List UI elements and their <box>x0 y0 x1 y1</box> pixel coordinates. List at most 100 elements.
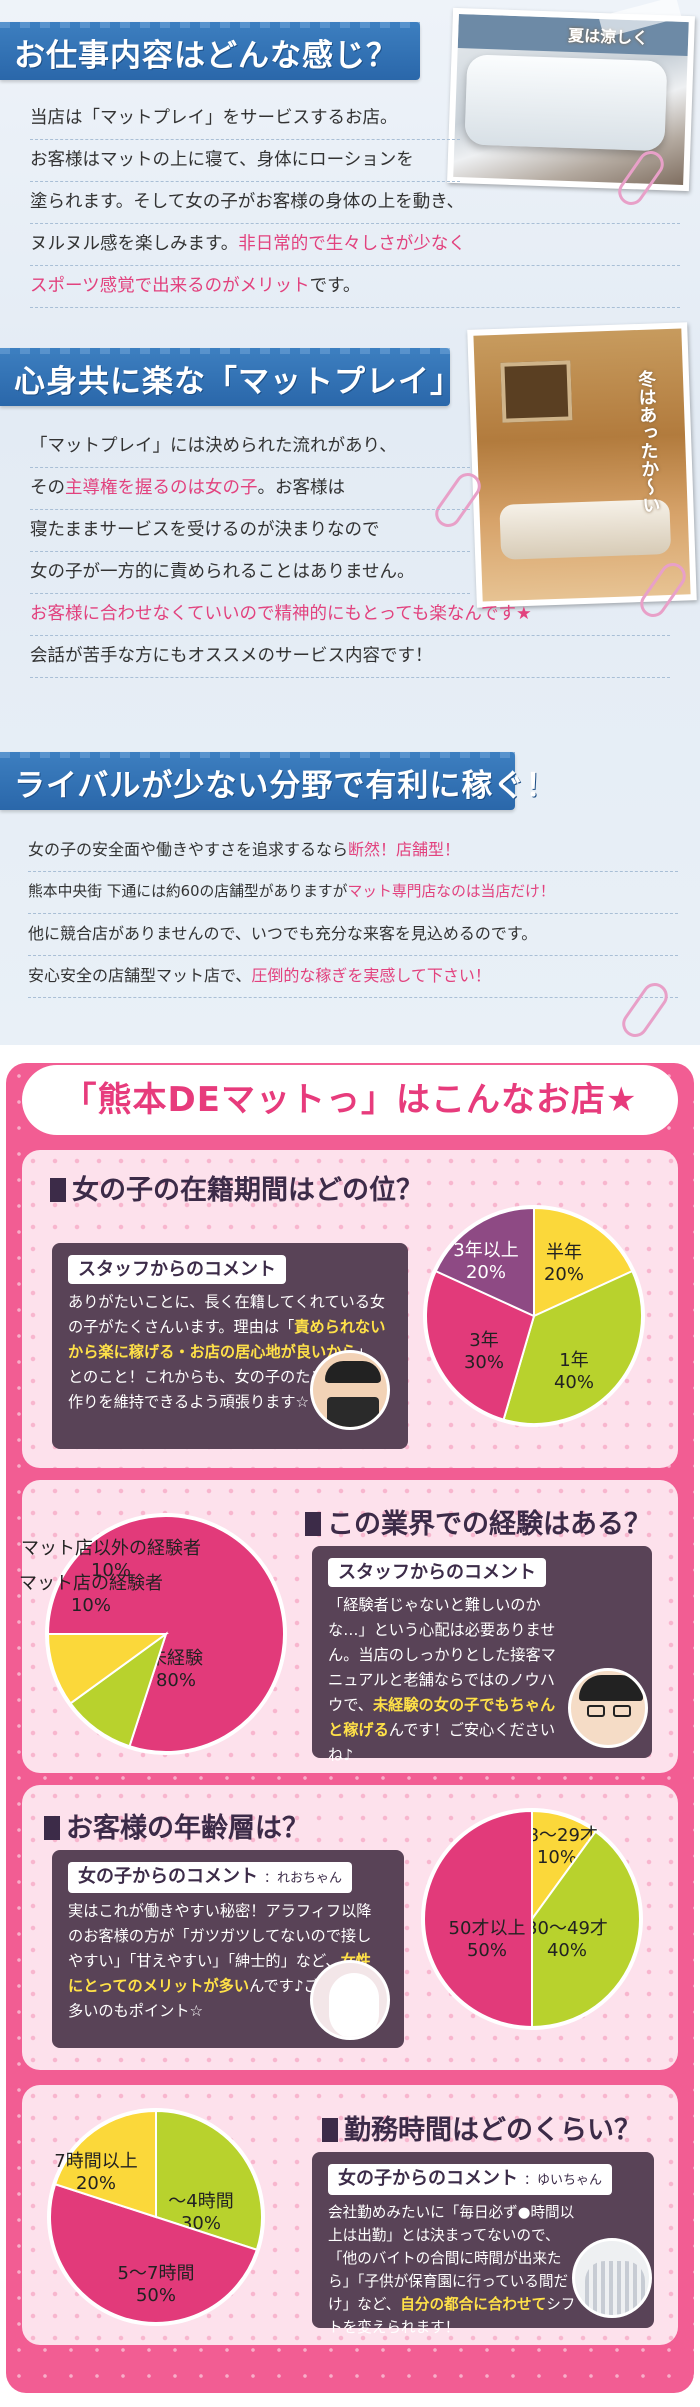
section2-line: 寝たままサービスを受けるのが決まりなので <box>30 510 470 552</box>
pie-slice-label: 3年 30% <box>464 1330 504 1373</box>
pie-slice-value: 20% <box>466 1262 506 1283</box>
girl-avatar <box>310 1960 390 2040</box>
section1-header: お仕事内容はどんな感じ？ <box>0 22 420 80</box>
main-title: 「熊本DEマットっ」はこんなお店★ <box>22 1065 678 1135</box>
pie-slice-value: 50% <box>467 1940 507 1961</box>
pie-slice <box>423 1809 533 2029</box>
section1-line: お客様はマットの上に寝て、身体にローションを <box>30 140 460 182</box>
pie-slice-name: 18〜29才 <box>516 1825 598 1846</box>
section2-photo: 冬はあったか〜い <box>467 322 697 608</box>
pie-slice-name: 30〜49才 <box>526 1918 608 1939</box>
pie-slice <box>502 1269 643 1425</box>
pie-slice-name: 5〜7時間 <box>118 2263 195 2284</box>
pie-slice <box>434 1206 535 1318</box>
section2-body: 「マットプレイ」には決められた流れがあり、 その主導権を握るのは女の子。お客様は… <box>30 426 670 678</box>
bar-icon <box>305 1512 321 1536</box>
section3-line: 他に競合店がありませんので、いつでも充分な来客を見込めるのです。 <box>28 914 678 956</box>
pie-svg: 〜4時間 30%5〜7時間 50%7時間以上 20% <box>47 2108 265 2326</box>
q2-comment-text: 「経験者じゃないと難しいのかな…」という心配は必要ありません。当店のしっかりとし… <box>328 1596 556 1764</box>
pie-slice <box>155 2109 263 2252</box>
section1-body: 当店は「マットプレイ」をサービスするお店。 お客様はマットの上に寝て、身体にロー… <box>30 98 680 308</box>
q1-comment-title: スタッフからのコメント <box>68 1255 286 1284</box>
pie-slice-name: マット店以外の経験者 <box>21 1538 201 1559</box>
section3-header: ライバルが少ない分野で有利に稼ぐ！ <box>0 752 556 810</box>
pie-slice-name: 未経験 <box>149 1648 203 1669</box>
section3-line: 熊本中央街 下通には約60の店舗型がありますがマット専門店なのは当店だけ！ <box>28 872 678 914</box>
pie-svg: 未経験 80%マット店の経験者 10%マット店以外の経験者 10% <box>19 1513 287 1755</box>
pie-slice-name: 7時間以上 <box>54 2151 137 2172</box>
pie-slice <box>46 1633 170 1705</box>
pie-slice <box>69 1631 168 1748</box>
pie-slice-label: 30〜49才 40% <box>526 1918 608 1961</box>
staff-avatar <box>310 1350 390 1430</box>
pie-slice-value: 50% <box>136 2285 176 2306</box>
q4-comment-title: 女の子からのコメント ：ゆいちゃん <box>328 2164 613 2195</box>
pie-slice-value: 10% <box>71 1595 111 1616</box>
bar-icon <box>50 1178 66 1202</box>
pie-slice <box>46 1515 285 1753</box>
pie-slice-label: 3年以上 20% <box>453 1240 518 1283</box>
pie-slice-label: マット店の経験者 10% <box>19 1573 163 1616</box>
q1-comment-box: スタッフからのコメント ありがたいことに、長く在籍してくれている女の子がたくさん… <box>52 1243 408 1449</box>
q3-pie-chart: 18〜29才 10% 30〜49才 40% 50才以上 50% <box>418 1805 646 2037</box>
pie-slice-name: マット店の経験者 <box>19 1573 163 1594</box>
pie-slice-value: 40% <box>547 1940 587 1961</box>
q2-pie-chart: 未経験 80% マット店の経験者 10% マット店以外の経験者 10% <box>19 1510 290 1762</box>
pie-slice-label: 1年 40% <box>554 1350 594 1393</box>
pie-slice-value: 40% <box>554 1372 594 1393</box>
pie-slice-label: 7時間以上 20% <box>54 2151 137 2194</box>
pie-slice-value: 10% <box>91 1560 131 1581</box>
pie-slice-value: 20% <box>76 2173 116 2194</box>
section3-line: 安心安全の店舗型マット店で、圧倒的な稼ぎを実感して下さい！ <box>28 956 678 998</box>
q4-pie-chart: 〜4時間 30% 5〜7時間 50% 7時間以上 20% <box>44 2105 268 2333</box>
pie-slice-label: 未経験 80% <box>149 1648 203 1691</box>
pie-slice-name: 50才以上 <box>449 1918 526 1939</box>
section2-photo-caption: 冬はあったか〜い <box>634 369 661 515</box>
q1-comment-text: ありがたいことに、長く在籍してくれている女の子がたくさんいます。理由は「責められ… <box>68 1293 386 1411</box>
pie-slice <box>533 1206 634 1318</box>
pie-slice-name: 〜4時間 <box>168 2191 233 2212</box>
pie-slice-label: 50才以上 50% <box>449 1918 526 1961</box>
section3-line: 女の子の安全面や働きやすさを追求するなら断然！店舗型！ <box>28 830 678 872</box>
pie-slice-label: 18〜29才 10% <box>516 1825 598 1868</box>
q4-comment-text: 会社勤めみたいに「毎日必ず●時間以上は出勤」とは決まってないので、「他のバイトの… <box>328 2204 576 2336</box>
q4-title: 勤務時間はどのくらい？ <box>322 2108 641 2147</box>
pie-slice-name: 3年以上 <box>453 1240 518 1261</box>
section2-line: 女の子が一方的に責められることはありません。 <box>30 552 470 594</box>
section1-line: ヌルヌル感を楽しみます。非日常的で生々しさが少なく <box>30 224 680 266</box>
section2-title: 心身共に楽な「マットプレイ」 <box>14 364 462 400</box>
top-section: お仕事内容はどんな感じ？ 夏は涼しく 当店は「マットプレイ」をサービスするお店。… <box>0 0 700 1045</box>
pie-slice <box>425 1269 536 1421</box>
pie-slice-name: 半年 <box>546 1242 582 1263</box>
q3-comment-title: 女の子からのコメント ：れおちゃん <box>68 1862 353 1893</box>
q2-title: この業界での経験はある？ <box>305 1502 651 1541</box>
section2-line: 会話が苦手な方にもオススメのサービス内容です！ <box>30 636 670 678</box>
pie-slice-label: 5〜7時間 50% <box>118 2263 195 2306</box>
section3-body: 女の子の安全面や働きやすさを追求するなら断然！店舗型！ 熊本中央街 下通には約6… <box>28 830 678 998</box>
pie-slice <box>49 2182 259 2324</box>
q3-title: お客様の年齢層は？ <box>44 1806 309 1845</box>
section2-line: お客様に合わせなくていいので精神的にもとっても楽なんです★ <box>30 594 670 636</box>
bar-icon <box>322 2118 338 2142</box>
section1-title: お仕事内容はどんな感じ？ <box>14 38 398 74</box>
section2-line: その主導権を握るのは女の子。お客様は <box>30 468 470 510</box>
section1-line: 当店は「マットプレイ」をサービスするお店。 <box>30 98 460 140</box>
pie-slice-name: 3年 <box>469 1330 498 1351</box>
pie-slice <box>531 1830 641 2029</box>
section2-header: 心身共に楽な「マットプレイ」 <box>0 348 461 406</box>
section2-line: 「マットプレイ」には決められた流れがあり、 <box>30 426 470 468</box>
pie-slice-value: 10% <box>537 1847 577 1868</box>
girl-avatar <box>572 2238 652 2318</box>
q2-comment-title: スタッフからのコメント <box>328 1558 546 1587</box>
pie-slice-label: マット店以外の経験者 10% <box>21 1538 201 1581</box>
pie-slice <box>53 2109 157 2219</box>
q1-pie-chart: 半年 20% 1年 40% 3年 30% 3年以上 20% <box>420 1202 648 1434</box>
section3-title: ライバルが少ない分野で有利に稼ぐ！ <box>14 768 558 804</box>
section1-line: スポーツ感覚で出来るのがメリットです。 <box>30 266 680 308</box>
section1-line: 塗られます。そして女の子がお客様の身体の上を動き、 <box>30 182 680 224</box>
pie-slice-value: 80% <box>156 1670 196 1691</box>
pie-svg: 半年 20%1年 40%3年 30%3年以上 20% <box>423 1205 645 1427</box>
pie-slice-name: 1年 <box>559 1350 588 1371</box>
pie-svg: 18〜29才 10%30〜49才 40%50才以上 50% <box>421 1808 643 2030</box>
pie-slice-value: 20% <box>544 1264 584 1285</box>
